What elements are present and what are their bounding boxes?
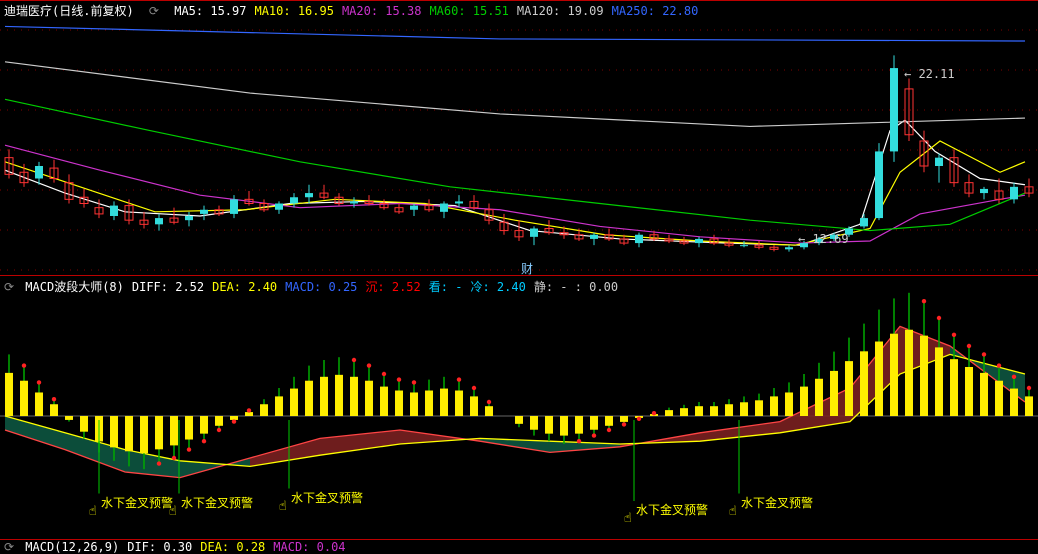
macd-panel[interactable]: ⟳ MACD波段大师(8)DIFF: 2.52DEA: 2.40MACD: 0.…	[0, 276, 1038, 540]
alert-label: 水下金叉预警	[101, 494, 173, 511]
hand-icon: ☝	[729, 504, 737, 519]
alert-label: 水下金叉预警	[181, 494, 253, 511]
svg-text:← 22.11: ← 22.11	[904, 67, 955, 81]
macd2-stat: DEA: 0.28	[200, 540, 265, 554]
price-header: 迪瑞医疗(日线.前复权) ⟳ MA5: 15.97 MA10: 16.95 MA20…	[4, 2, 714, 16]
macd2-stat: DIF: 0.30	[127, 540, 192, 554]
hand-icon: ☝	[89, 504, 97, 519]
hand-icon: ☝	[624, 511, 632, 526]
hand-icon: ☝	[169, 504, 177, 519]
ma-label: MA60: 15.51	[429, 4, 508, 18]
bottom-header: ⟳ MACD(12,26,9) DIF: 0.30 DEA: 0.28 MACD: 0…	[4, 540, 354, 554]
macd2-stat: MACD: 0.04	[273, 540, 345, 554]
watermark: 财	[521, 260, 533, 277]
alert-label: 水下金叉预警	[741, 494, 813, 511]
refresh-icon[interactable]: ⟳	[149, 4, 159, 18]
refresh-icon[interactable]: ⟳	[4, 540, 14, 554]
ma-label: MA5: 15.97	[174, 4, 246, 18]
price-panel[interactable]: ← 22.11 ← 12.69 迪瑞医疗(日线.前复权) ⟳ MA5: 15.97…	[0, 0, 1038, 276]
ma-label: MA10: 16.95	[254, 4, 333, 18]
macd2-stat: MACD(12,26,9)	[25, 540, 119, 554]
svg-text:← 12.69: ← 12.69	[798, 232, 849, 246]
alert-label: 水下金叉预警	[291, 489, 363, 506]
bottom-panel: ⟳ MACD(12,26,9) DIF: 0.30 DEA: 0.28 MACD: 0…	[0, 540, 1038, 554]
ma-label: MA20: 15.38	[342, 4, 421, 18]
ma-label: MA120: 19.09	[517, 4, 604, 18]
alert-label: 水下金叉预警	[636, 501, 708, 518]
stock-title: 迪瑞医疗(日线.前复权)	[4, 4, 134, 18]
ma-label: MA250: 22.80	[612, 4, 699, 18]
hand-icon: ☝	[279, 499, 287, 514]
candlestick-chart: ← 22.11 ← 12.69	[0, 0, 1038, 276]
